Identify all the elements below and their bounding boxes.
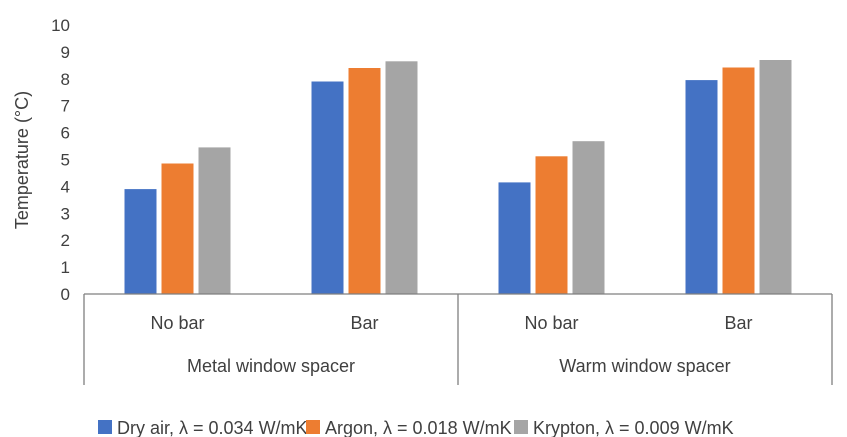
y-tick-label: 6 — [61, 124, 70, 143]
group-label: Metal window spacer — [187, 356, 355, 376]
group-label: Warm window spacer — [559, 356, 730, 376]
bar — [311, 81, 344, 294]
category-label: No bar — [150, 313, 204, 333]
bar — [385, 61, 418, 294]
bar — [348, 68, 381, 294]
y-tick-label: 0 — [61, 285, 70, 304]
category-label: Bar — [350, 313, 378, 333]
bar — [572, 141, 605, 294]
y-tick-label: 8 — [61, 70, 70, 89]
y-tick-label: 1 — [61, 258, 70, 277]
legend-label: Dry air, λ = 0.034 W/mK — [117, 418, 308, 437]
bars — [124, 60, 792, 294]
y-axis-ticks: 0 1 2 3 4 5 6 7 8 9 10 — [51, 16, 70, 304]
legend-swatch — [306, 420, 320, 434]
legend-label: Argon, λ = 0.018 W/mK — [325, 418, 512, 437]
category-label: Bar — [724, 313, 752, 333]
y-tick-label: 2 — [61, 231, 70, 250]
y-axis-label: Temperature (°C) — [12, 91, 32, 229]
y-tick-label: 7 — [61, 97, 70, 116]
y-tick-label: 5 — [61, 151, 70, 170]
legend: Dry air, λ = 0.034 W/mK Argon, λ = 0.018 … — [98, 418, 734, 437]
category-label: No bar — [524, 313, 578, 333]
y-tick-label: 9 — [61, 43, 70, 62]
bar — [722, 67, 755, 294]
bar — [498, 182, 531, 294]
bar — [535, 156, 568, 294]
y-tick-label: 3 — [61, 204, 70, 223]
bar — [198, 147, 231, 294]
y-tick-label: 10 — [51, 16, 70, 35]
legend-label: Krypton, λ = 0.009 W/mK — [533, 418, 734, 437]
y-tick-label: 4 — [61, 177, 70, 196]
bar — [759, 60, 792, 294]
legend-swatch — [514, 420, 528, 434]
bar — [124, 189, 157, 294]
legend-swatch — [98, 420, 112, 434]
bar — [161, 163, 194, 294]
category-labels: No bar Bar No bar Bar Metal window spacer War… — [150, 313, 752, 376]
axes — [83, 293, 833, 385]
bar — [685, 80, 718, 294]
